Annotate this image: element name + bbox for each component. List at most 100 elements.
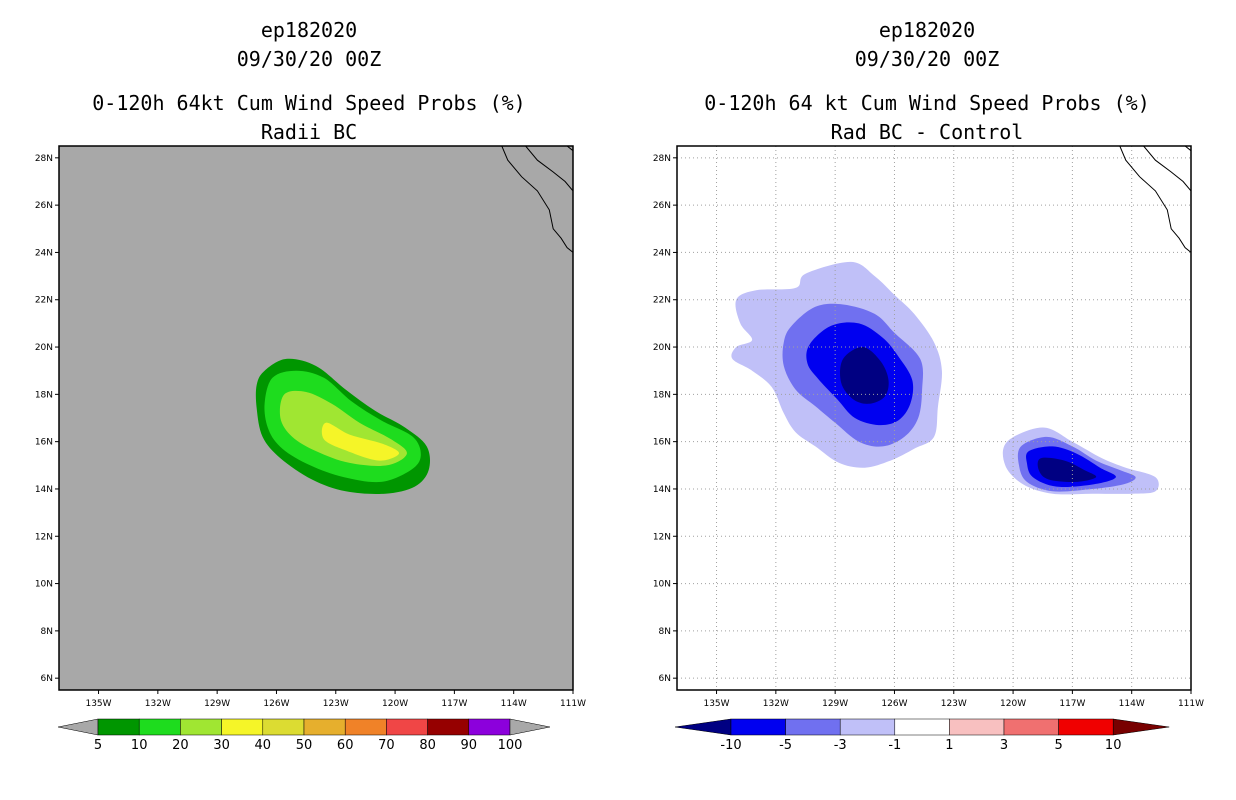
left-lat-label: 10N — [35, 580, 53, 590]
left-colorbar-low-end — [57, 718, 99, 736]
left-colorbar-high-end — [509, 718, 551, 736]
left-colorbar-label: 50 — [296, 738, 313, 753]
left-colorbar-swatch — [138, 718, 181, 736]
left-colorbar-swatch — [468, 718, 511, 736]
left-lon-label: 120W — [382, 699, 408, 709]
left-plot-area — [255, 146, 573, 494]
right-coastline-north — [1184, 146, 1191, 152]
left-lon-label: 132W — [145, 699, 171, 709]
left-date: 09/30/20 00Z — [236, 47, 382, 71]
right-storm-id: ep182020 — [878, 18, 976, 42]
left-colorbar-label: 60 — [337, 738, 354, 753]
left-colorbar: 5 10 20 30 40 50 60 70 80 90 100 — [57, 718, 551, 753]
right-product-title: 0-120h 64 kt Cum Wind Speed Probs (%) — [704, 91, 1150, 115]
right-plot-area — [677, 146, 1191, 690]
right-lon-label: 117W — [1059, 699, 1085, 709]
right-lat-label: 6N — [659, 674, 671, 684]
right-colorbar-swatch — [785, 718, 841, 736]
right-lon-label: 129W — [822, 699, 848, 709]
left-coastline-north — [566, 146, 573, 152]
right-colorbar-label: 1 — [945, 738, 953, 753]
left-lat-label: 26N — [35, 201, 53, 211]
right-lon-label: 114W — [1119, 699, 1145, 709]
right-colorbar-swatch — [730, 718, 786, 736]
right-lat-label: 22N — [653, 296, 671, 306]
right-colorbar-label: 5 — [1054, 738, 1062, 753]
right-colorbar: -10 -5 -3 -1 1 3 5 10 — [674, 718, 1170, 753]
left-colorbar-label: 80 — [419, 738, 436, 753]
right-lat-label: 14N — [653, 485, 671, 495]
right-map-frame — [676, 145, 1192, 691]
right-colorbar-high-end — [1112, 718, 1170, 736]
left-colorbar-label: 70 — [378, 738, 395, 753]
right-coastline-mainland — [1143, 146, 1191, 192]
left-lat-label: 22N — [35, 296, 53, 306]
left-lon-label: 111W — [560, 699, 586, 709]
left-colorbar-label: 30 — [213, 738, 230, 753]
right-lon-label: 123W — [941, 699, 967, 709]
right-coastline-baja — [1119, 146, 1191, 253]
left-lon-label: 114W — [501, 699, 527, 709]
left-colorbar-swatch — [344, 718, 387, 736]
right-colorbar-label: -5 — [779, 738, 792, 753]
left-colorbar-swatch — [262, 718, 305, 736]
left-lat-label: 8N — [41, 627, 53, 637]
right-lat-label: 18N — [653, 390, 671, 400]
right-date: 09/30/20 00Z — [854, 47, 1000, 71]
left-lat-label: 18N — [35, 390, 53, 400]
right-lat-label: 16N — [653, 438, 671, 448]
left-colorbar-swatch — [386, 718, 428, 736]
left-colorbar-label: 90 — [461, 738, 478, 753]
left-colorbar-swatch — [427, 718, 470, 736]
right-colorbar-label: 3 — [1000, 738, 1008, 753]
right-map: 135W 132W 129W 126W 123W 120W 117W 114W 111W 28N 2… — [653, 145, 1204, 753]
left-contour-30_40 — [321, 422, 400, 461]
left-storm-id: ep182020 — [260, 18, 358, 42]
left-lat-label: 28N — [35, 154, 53, 164]
right-lat-label: 10N — [653, 580, 671, 590]
left-product-title: 0-120h 64kt Cum Wind Speed Probs (%) — [92, 91, 526, 115]
right-colorbar-label: 10 — [1105, 738, 1122, 753]
left-lon-label: 117W — [441, 699, 467, 709]
left-colorbar-swatch — [180, 718, 222, 736]
right-lon-label: 111W — [1178, 699, 1204, 709]
right-colorbar-label: -3 — [834, 738, 847, 753]
right-colorbar-swatch — [839, 718, 896, 736]
left-colorbar-label: 40 — [255, 738, 272, 753]
right-lat-label: 8N — [659, 627, 671, 637]
right-panel: ep182020 09/30/20 00Z 0-120h 64 kt Cum W… — [618, 0, 1236, 800]
right-colorbar-swatch — [1058, 718, 1114, 736]
right-subtitle: Rad BC - Control — [830, 120, 1024, 144]
left-lat-label: 6N — [41, 674, 53, 684]
left-lon-label: 126W — [263, 699, 289, 709]
left-coastline-mainland — [525, 146, 573, 192]
left-panel: ep182020 09/30/20 00Z 0-120h 64kt Cum Wi… — [35, 18, 586, 753]
left-lat-label: 24N — [35, 248, 53, 258]
right-lat-label: 24N — [653, 248, 671, 258]
right-lat-label: 28N — [653, 154, 671, 164]
right-colorbar-low-end — [674, 718, 732, 736]
left-colorbar-label: 20 — [172, 738, 189, 753]
right-lon-label: 120W — [1000, 699, 1026, 709]
left-map: 135W 132W 129W 126W 123W 120W 117W 114W 111W 28N 2… — [35, 145, 586, 753]
left-lat-label: 14N — [35, 485, 53, 495]
right-lat-label: 26N — [653, 201, 671, 211]
left-colorbar-label: 100 — [498, 738, 523, 753]
right-contour-_10 — [1037, 457, 1097, 482]
left-lat-label: 20N — [35, 343, 53, 353]
right-lat-label: 20N — [653, 343, 671, 353]
left-subtitle: Radii BC — [260, 120, 358, 144]
right-lon-label: 132W — [763, 699, 789, 709]
left-lat-label: 16N — [35, 438, 53, 448]
right-colorbar-label: -10 — [720, 738, 741, 753]
left-colorbar-label: 10 — [131, 738, 148, 753]
right-lat-label: 12N — [653, 532, 671, 542]
left-colorbar-swatch — [97, 718, 140, 736]
right-colorbar-swatch — [1003, 718, 1059, 736]
right-contour-_10 — [840, 346, 889, 404]
right-colorbar-swatch — [949, 718, 1005, 736]
left-lat-label: 12N — [35, 532, 53, 542]
left-lon-label: 129W — [204, 699, 230, 709]
left-coastline-baja — [501, 146, 573, 253]
left-colorbar-swatch — [303, 718, 346, 736]
